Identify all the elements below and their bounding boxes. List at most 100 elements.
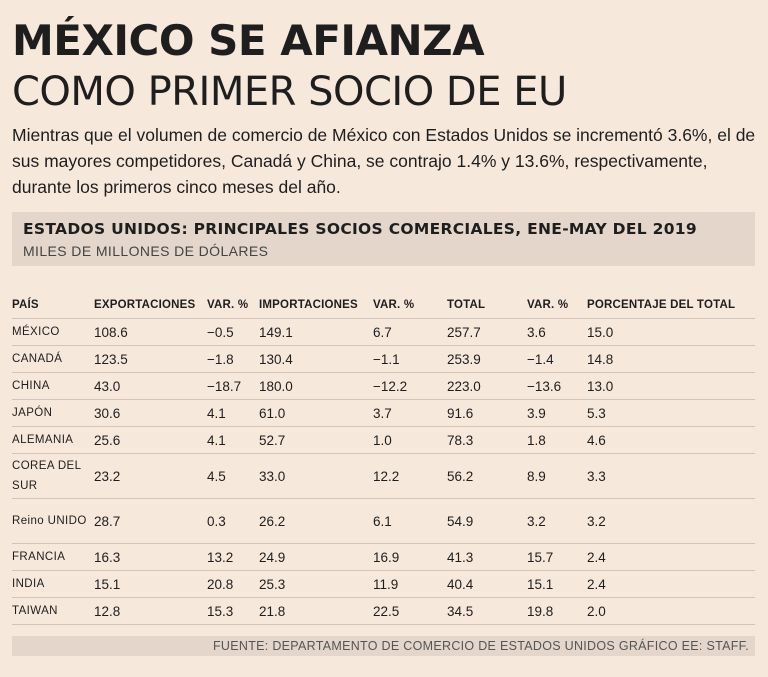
table-title-band: ESTADOS UNIDOS: PRINCIPALES SOCIOS COMER…	[12, 212, 755, 266]
table-row: CHINA 43.0 −18.7 180.0 −12.2 223.0 −13.6 13.0	[12, 372, 755, 400]
cell-imports-var: 6.1	[373, 498, 447, 544]
cell-imports: 52.7	[259, 426, 373, 454]
cell-exports: 30.6	[94, 399, 207, 427]
cell-country: JAPÓN	[12, 399, 94, 427]
cell-exports: 12.8	[94, 597, 207, 625]
cell-total-var: 15.1	[527, 570, 587, 598]
cell-total: 34.5	[447, 597, 527, 625]
cell-total: 91.6	[447, 399, 527, 427]
table-row: TAIWAN 12.8 15.3 21.8 22.5 34.5 19.8 2.0	[12, 597, 755, 625]
cell-exports-var: −1.8	[207, 345, 259, 373]
cell-imports-var: 1.0	[373, 426, 447, 454]
cell-imports: 149.1	[259, 318, 373, 346]
table-row: ALEMANIA 25.6 4.1 52.7 1.0 78.3 1.8 4.6	[12, 426, 755, 454]
cell-exports-var: 4.1	[207, 399, 259, 427]
cell-exports-var: 0.3	[207, 498, 259, 544]
table-row: INDIA 15.1 20.8 25.3 11.9 40.4 15.1 2.4	[12, 570, 755, 598]
cell-exports-var: 20.8	[207, 570, 259, 598]
cell-total-var: −13.6	[527, 372, 587, 400]
cell-exports: 25.6	[94, 426, 207, 454]
cell-share: 14.8	[587, 345, 755, 373]
cell-exports-var: −0.5	[207, 318, 259, 346]
column-header-exports: EXPORTACIONES	[94, 292, 207, 319]
cell-country: Reino UNIDO	[12, 498, 94, 544]
cell-total: 54.9	[447, 498, 527, 544]
cell-imports: 61.0	[259, 399, 373, 427]
cell-imports: 24.9	[259, 543, 373, 571]
cell-exports: 28.7	[94, 498, 207, 544]
cell-exports: 15.1	[94, 570, 207, 598]
cell-total-var: 3.9	[527, 399, 587, 427]
column-header-exports-var: VAR. %	[207, 292, 259, 319]
trade-partners-table: PAÍS EXPORTACIONES VAR. % IMPORTACIONES …	[12, 292, 755, 625]
cell-imports: 180.0	[259, 372, 373, 400]
table-row: MÉXICO 108.6 −0.5 149.1 6.7 257.7 3.6 15.0	[12, 318, 755, 346]
cell-share: 13.0	[587, 372, 755, 400]
cell-country: FRANCIA	[12, 543, 94, 571]
cell-imports: 130.4	[259, 345, 373, 373]
table-row: COREA DEL SUR 23.2 4.5 33.0 12.2 56.2 8.9 3.3	[12, 453, 755, 499]
cell-share: 5.3	[587, 399, 755, 427]
cell-imports: 26.2	[259, 498, 373, 544]
cell-exports: 16.3	[94, 543, 207, 571]
cell-exports-var: 4.1	[207, 426, 259, 454]
cell-share: 15.0	[587, 318, 755, 346]
source-note: FUENTE: DEPARTAMENTO DE COMERCIO DE ESTA…	[12, 636, 755, 656]
cell-share: 4.6	[587, 426, 755, 454]
table-row: FRANCIA 16.3 13.2 24.9 16.9 41.3 15.7 2.4	[12, 543, 755, 571]
column-header-country: PAÍS	[12, 292, 94, 319]
cell-exports: 108.6	[94, 318, 207, 346]
intro-paragraph: Mientras que el volumen de comercio de M…	[12, 125, 756, 197]
cell-share: 2.0	[587, 597, 755, 625]
cell-imports-var: 11.9	[373, 570, 447, 598]
cell-total: 253.9	[447, 345, 527, 373]
cell-exports: 23.2	[94, 453, 207, 499]
cell-share: 3.3	[587, 453, 755, 499]
table-subtitle: MILES DE MILLONES DE DÓLARES	[23, 243, 269, 259]
cell-share: 2.4	[587, 543, 755, 571]
cell-total-var: 3.6	[527, 318, 587, 346]
cell-imports-var: −1.1	[373, 345, 447, 373]
cell-total: 40.4	[447, 570, 527, 598]
cell-imports-var: 12.2	[373, 453, 447, 499]
cell-total-var: 19.8	[527, 597, 587, 625]
cell-total-var: 15.7	[527, 543, 587, 571]
cell-country: COREA DEL SUR	[12, 453, 94, 499]
cell-imports-var: 3.7	[373, 399, 447, 427]
headline-line-1: MÉXICO SE AFIANZA	[12, 16, 485, 65]
source-text: FUENTE: DEPARTAMENTO DE COMERCIO DE ESTA…	[212, 639, 749, 653]
cell-total: 78.3	[447, 426, 527, 454]
column-header-total-var: VAR. %	[527, 292, 587, 319]
column-header-share: PORCENTAJE DEL TOTAL	[587, 292, 755, 319]
column-header-total: TOTAL	[447, 292, 527, 319]
cell-country: INDIA	[12, 570, 94, 598]
cell-country: ALEMANIA	[12, 426, 94, 454]
cell-imports-var: 22.5	[373, 597, 447, 625]
cell-total: 56.2	[447, 453, 527, 499]
table-row: CANADÁ 123.5 −1.8 130.4 −1.1 253.9 −1.4 14.8	[12, 345, 755, 373]
cell-country: TAIWAN	[12, 597, 94, 625]
cell-exports: 43.0	[94, 372, 207, 400]
column-header-imports: IMPORTACIONES	[259, 292, 373, 319]
cell-country: CHINA	[12, 372, 94, 400]
cell-country: CANADÁ	[12, 345, 94, 373]
cell-total-var: 8.9	[527, 453, 587, 499]
cell-share: 3.2	[587, 498, 755, 544]
cell-total: 41.3	[447, 543, 527, 571]
table-title: ESTADOS UNIDOS: PRINCIPALES SOCIOS COMER…	[23, 220, 697, 238]
cell-country: MÉXICO	[12, 318, 94, 346]
cell-exports-var: 4.5	[207, 453, 259, 499]
cell-exports-var: 13.2	[207, 543, 259, 571]
cell-total-var: 1.8	[527, 426, 587, 454]
cell-total: 257.7	[447, 318, 527, 346]
table-row: JAPÓN 30.6 4.1 61.0 3.7 91.6 3.9 5.3	[12, 399, 755, 427]
cell-share: 2.4	[587, 570, 755, 598]
cell-imports-var: 6.7	[373, 318, 447, 346]
cell-imports-var: 16.9	[373, 543, 447, 571]
cell-exports: 123.5	[94, 345, 207, 373]
cell-imports-var: −12.2	[373, 372, 447, 400]
cell-total-var: −1.4	[527, 345, 587, 373]
table-row: Reino UNIDO 28.7 0.3 26.2 6.1 54.9 3.2 3.2	[12, 498, 755, 544]
cell-imports: 25.3	[259, 570, 373, 598]
cell-exports-var: −18.7	[207, 372, 259, 400]
